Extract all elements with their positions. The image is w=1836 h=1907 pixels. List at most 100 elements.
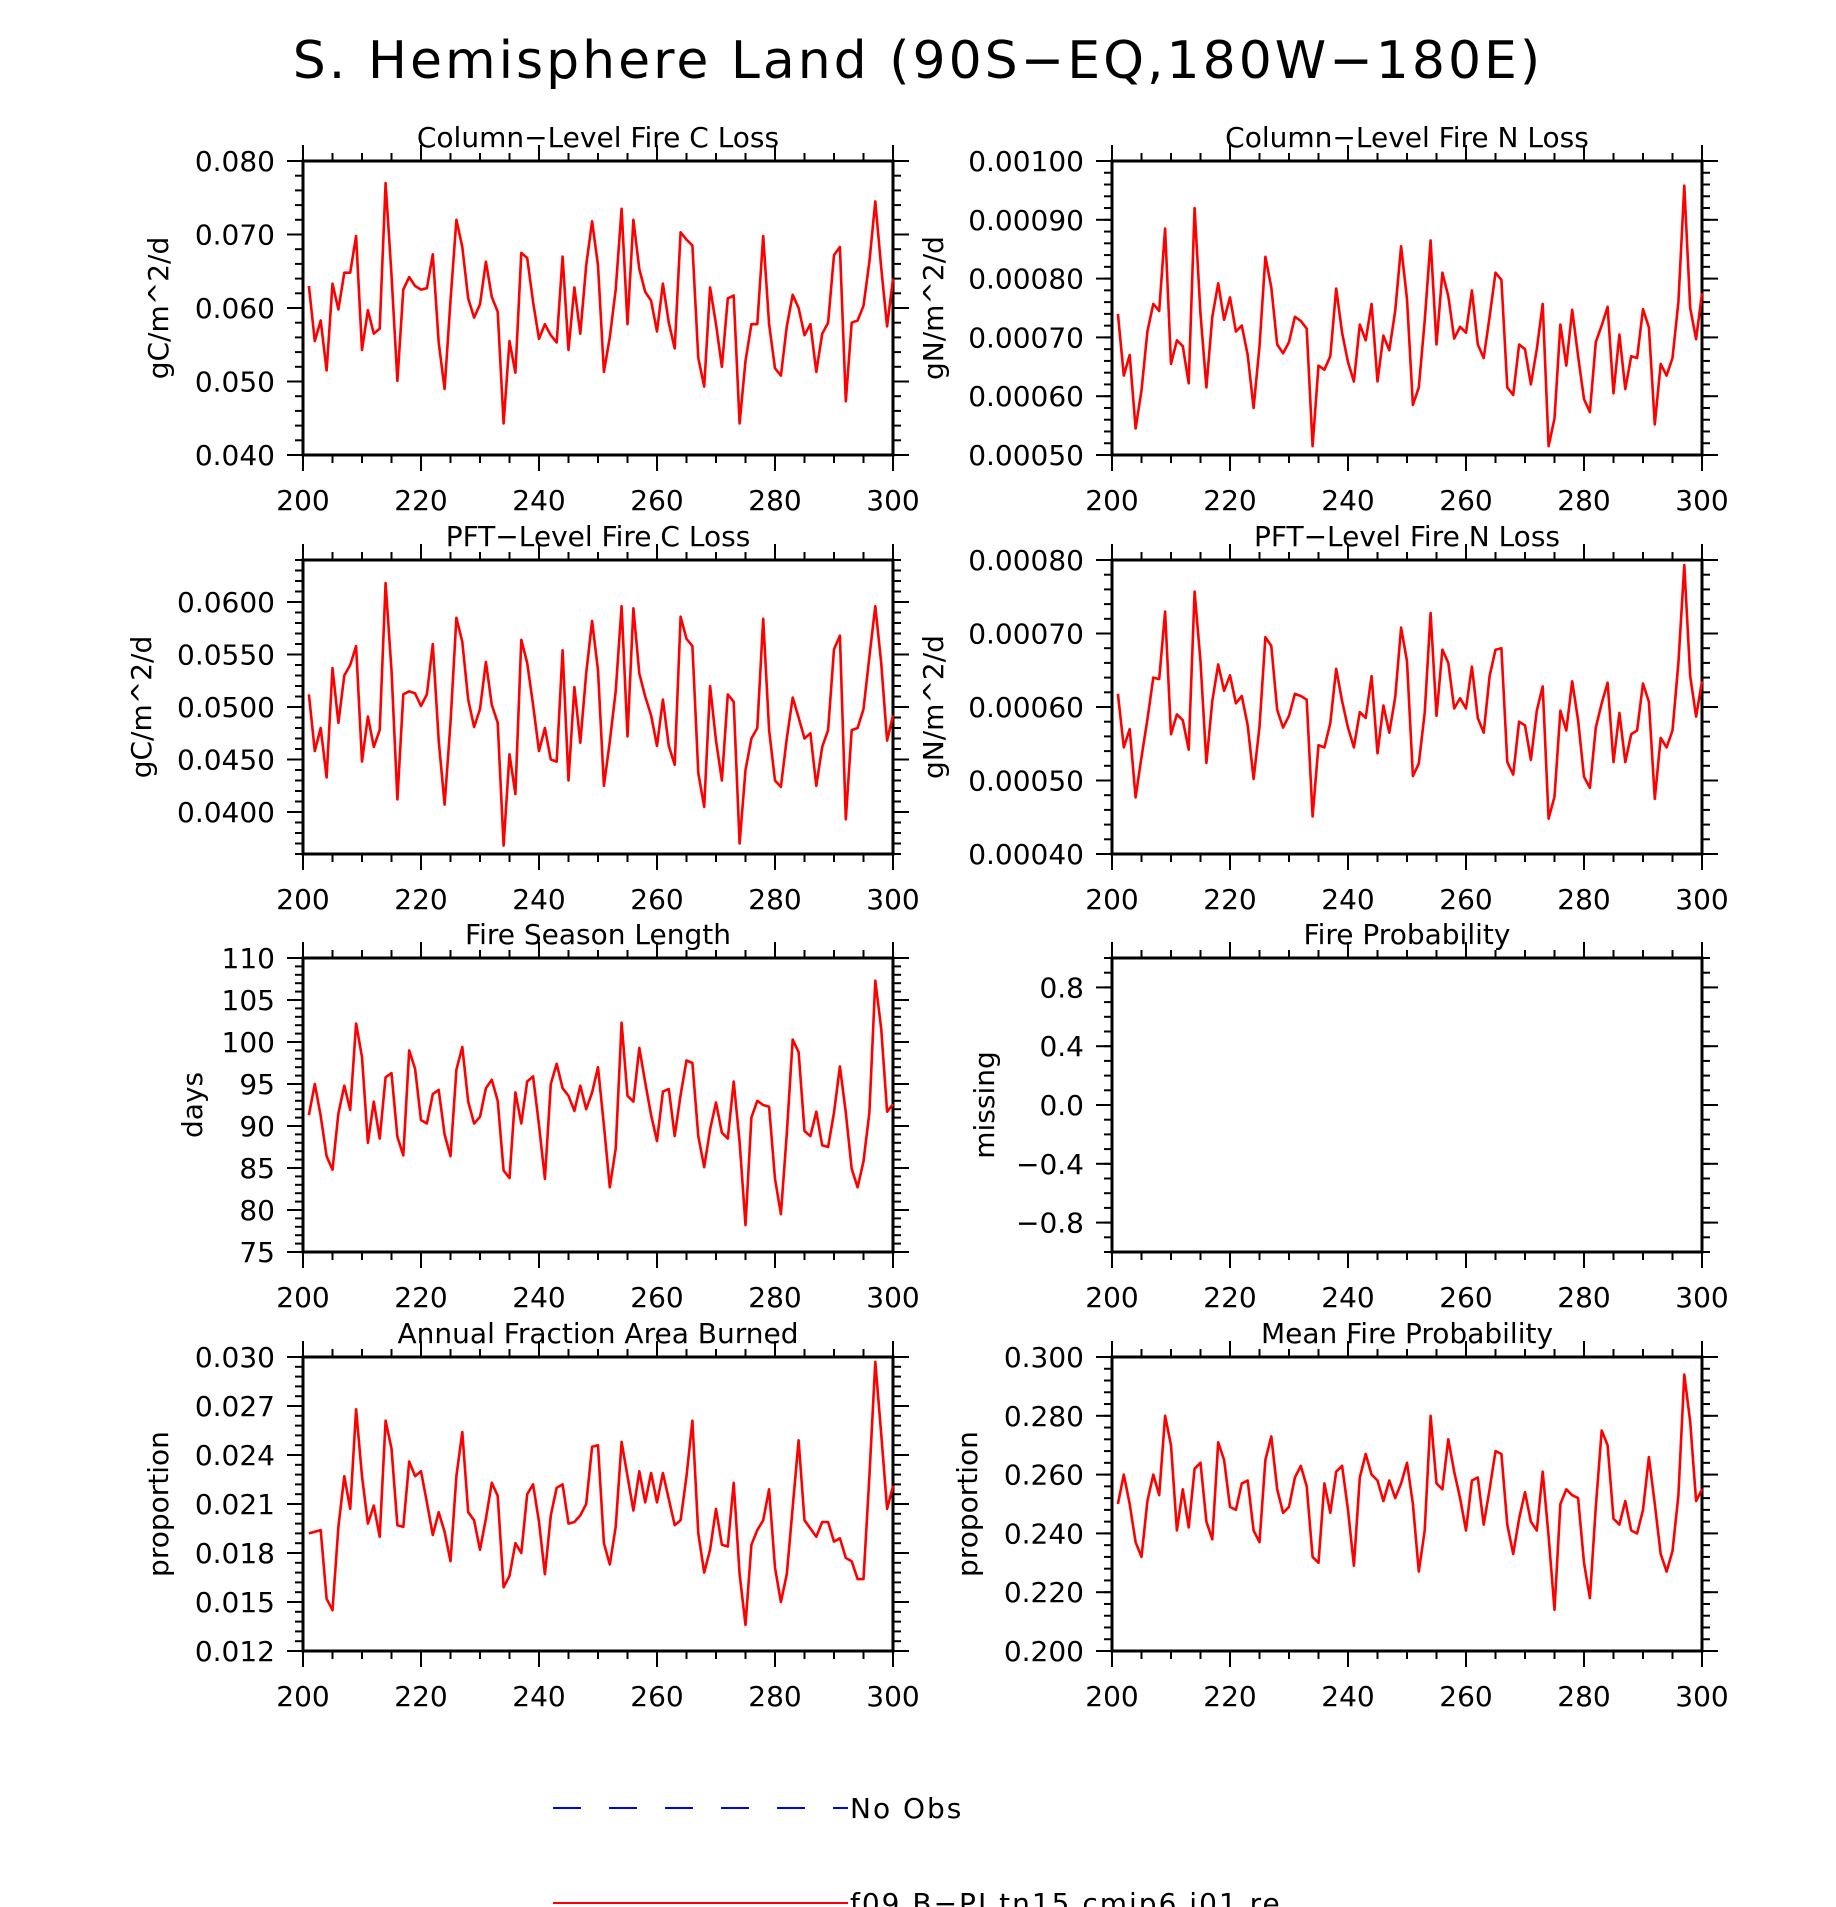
y-tick-label: 0.200 (1004, 1635, 1084, 1668)
panel-title: Fire Probability (1304, 918, 1511, 951)
x-tick-label: 200 (1085, 1281, 1138, 1314)
y-tick-label: 0.00080 (968, 544, 1084, 577)
x-tick-label: 240 (1321, 1680, 1374, 1713)
x-tick-label: 240 (512, 1680, 565, 1713)
x-tick-label: 200 (1085, 484, 1138, 517)
panel-title: Annual Fraction Area Burned (398, 1317, 799, 1350)
x-tick-label: 260 (1439, 484, 1492, 517)
x-tick-label: 300 (1675, 1281, 1728, 1314)
plot-frame (1110, 956, 1704, 1254)
y-tick-label: 0.027 (195, 1390, 275, 1423)
x-tick-label: 300 (1675, 484, 1728, 517)
plot-frame (1110, 558, 1704, 856)
series-line-1 (308, 1360, 895, 1627)
series-line-1 (1116, 563, 1704, 821)
legend-label-1: No Obs (850, 1792, 963, 1825)
x-tick-label: 200 (276, 1680, 329, 1713)
plot-frame (301, 956, 895, 1254)
legend-label-2: f09.B−PI.tn15.cmip6.j01.re (850, 1887, 1282, 1907)
panel-title: PFT−Level Fire N Loss (1254, 520, 1560, 553)
y-tick-label: 0.0600 (177, 586, 275, 619)
y-tick-label: 0.00090 (968, 204, 1084, 237)
panel-4: 200 220 240 260 280 300 0.00040 0.00050 0.00060 0… (917, 520, 1729, 916)
panel-5: 200 220 240 260 280 300 75 80 85 90 95 100 105 110 Fir… (176, 918, 920, 1314)
y-axis-label: gC/m^2/d (142, 237, 175, 380)
y-tick-label: 0.021 (195, 1488, 275, 1521)
x-tick-label: 300 (866, 1680, 919, 1713)
x-tick-label: 200 (1085, 883, 1138, 916)
plot-frame (301, 159, 895, 457)
y-tick-label: 85 (239, 1152, 275, 1185)
y-tick-label: 0.0500 (177, 691, 275, 724)
panel-title: PFT−Level Fire C Loss (446, 520, 751, 553)
panel-title: Fire Season Length (465, 918, 731, 951)
y-tick-label: 100 (222, 1026, 275, 1059)
y-axis-label: missing (968, 1051, 1001, 1159)
series-line-1 (307, 979, 895, 1227)
y-axis-label: proportion (142, 1431, 175, 1577)
x-tick-label: 280 (1557, 484, 1610, 517)
y-tick-label: 0.4 (1039, 1030, 1084, 1063)
y-tick-label: 0.300 (1004, 1341, 1084, 1374)
y-tick-label: 0.00070 (968, 321, 1084, 354)
y-tick-label: 0.00050 (968, 439, 1084, 472)
y-tick-label: 80 (239, 1194, 275, 1227)
y-tick-label: 0.080 (195, 145, 275, 178)
x-tick-label: 260 (1439, 1680, 1492, 1713)
y-tick-label: 0.070 (195, 219, 275, 252)
y-tick-label: 0.0450 (177, 744, 275, 777)
legend: No Obs f09.B−PI.tn15.cmip6.j01.re (553, 1792, 1282, 1907)
y-tick-label: 110 (222, 942, 275, 975)
series-line-1 (307, 181, 895, 425)
y-tick-label: 0.00100 (968, 145, 1084, 178)
panel-7: 200 220 240 260 280 300 0.012 0.015 0.018 0.021 0.… (142, 1317, 920, 1713)
y-tick-label: 0.00080 (968, 263, 1084, 296)
panel-8: 200 220 240 260 280 300 0.200 0.220 0.240 0.260 0.… (951, 1317, 1729, 1713)
x-tick-label: 240 (1321, 484, 1374, 517)
y-tick-label: 0.018 (195, 1537, 275, 1570)
x-tick-label: 260 (630, 1680, 683, 1713)
x-tick-label: 280 (748, 484, 801, 517)
x-tick-label: 280 (1557, 883, 1610, 916)
y-tick-label: 0.040 (195, 439, 275, 472)
y-tick-label: 75 (239, 1236, 275, 1269)
x-tick-label: 220 (1203, 1680, 1256, 1713)
y-tick-label: 0.050 (195, 366, 275, 399)
series-line-1 (1116, 184, 1704, 448)
y-tick-label: −0.4 (1016, 1148, 1084, 1181)
x-tick-label: 300 (866, 1281, 919, 1314)
y-axis-label: gN/m^2/d (917, 236, 950, 380)
y-tick-label: 0.0 (1039, 1089, 1084, 1122)
y-tick-label: 0.8 (1039, 971, 1084, 1004)
y-tick-label: 0.220 (1004, 1576, 1084, 1609)
x-tick-label: 300 (1675, 1680, 1728, 1713)
panel-title: Column−Level Fire C Loss (417, 121, 779, 154)
y-tick-label: 0.260 (1004, 1459, 1084, 1492)
series-line-1 (307, 581, 895, 847)
x-tick-label: 260 (1439, 883, 1492, 916)
y-tick-label: 90 (239, 1110, 275, 1143)
y-tick-label: 105 (222, 984, 275, 1017)
x-tick-label: 200 (276, 1281, 329, 1314)
y-tick-label: 0.012 (195, 1635, 275, 1668)
y-tick-label: 0.0550 (177, 639, 275, 672)
y-tick-label: 0.0400 (177, 796, 275, 829)
y-axis-label: gC/m^2/d (125, 636, 158, 779)
y-tick-label: 0.280 (1004, 1400, 1084, 1433)
y-tick-label: 0.060 (195, 292, 275, 325)
figure-title: S. Hemisphere Land (90S−EQ,180W−180E) (293, 31, 1543, 91)
panel-title: Column−Level Fire N Loss (1225, 121, 1589, 154)
panel-3: 200 220 240 260 280 300 0.0400 0.0450 0.0500 0.05… (125, 520, 920, 916)
x-tick-label: 280 (748, 1281, 801, 1314)
y-tick-label: −0.8 (1016, 1207, 1084, 1240)
y-tick-label: 0.030 (195, 1341, 275, 1374)
x-tick-label: 220 (394, 883, 447, 916)
x-tick-label: 260 (630, 883, 683, 916)
x-tick-label: 240 (512, 883, 565, 916)
x-tick-label: 200 (276, 883, 329, 916)
y-axis-label: proportion (951, 1431, 984, 1577)
x-tick-label: 260 (630, 484, 683, 517)
x-tick-label: 200 (1085, 1680, 1138, 1713)
y-tick-label: 0.024 (195, 1439, 275, 1472)
